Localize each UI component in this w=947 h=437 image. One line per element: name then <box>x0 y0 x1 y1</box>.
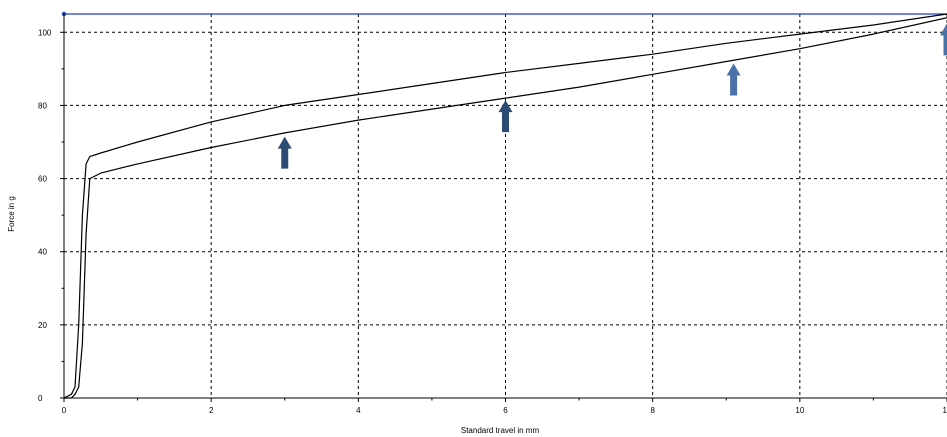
arrow-annotation-1 <box>277 136 292 169</box>
x-tick-label: 10 <box>795 406 804 415</box>
series-group <box>63 13 947 399</box>
x-tick-label: 4 <box>356 406 361 415</box>
series-line-2 <box>64 17 947 399</box>
x-tick-label: 2 <box>209 406 214 415</box>
y-axis-title: Force in g <box>7 196 16 232</box>
y-tick-label: 40 <box>38 248 47 257</box>
axes <box>60 14 947 402</box>
x-axis-title: Standard travel in mm <box>461 426 540 435</box>
reference-line-group <box>61 11 947 17</box>
arrow-annotation-2 <box>498 100 513 133</box>
y-tick-label: 80 <box>38 101 47 110</box>
arrow-annotation-3 <box>726 63 741 96</box>
tick-labels: 0 2 4 6 8 10 12 0 20 40 60 80 100 <box>38 28 947 415</box>
x-tick-label: 6 <box>503 406 508 415</box>
y-tick-label: 20 <box>38 321 47 330</box>
y-tick-label: 60 <box>38 175 47 184</box>
grid-lines <box>64 14 947 398</box>
y-tick-label: 100 <box>38 28 52 37</box>
arrow-annotation-4 <box>940 23 947 56</box>
arrow-annotations <box>277 23 947 169</box>
y-tick-label: 0 <box>38 394 43 403</box>
series-line-1 <box>63 13 947 399</box>
x-tick-label: 8 <box>650 406 655 415</box>
x-tick-label: 12 <box>943 406 947 415</box>
x-tick-label: 0 <box>62 406 67 415</box>
